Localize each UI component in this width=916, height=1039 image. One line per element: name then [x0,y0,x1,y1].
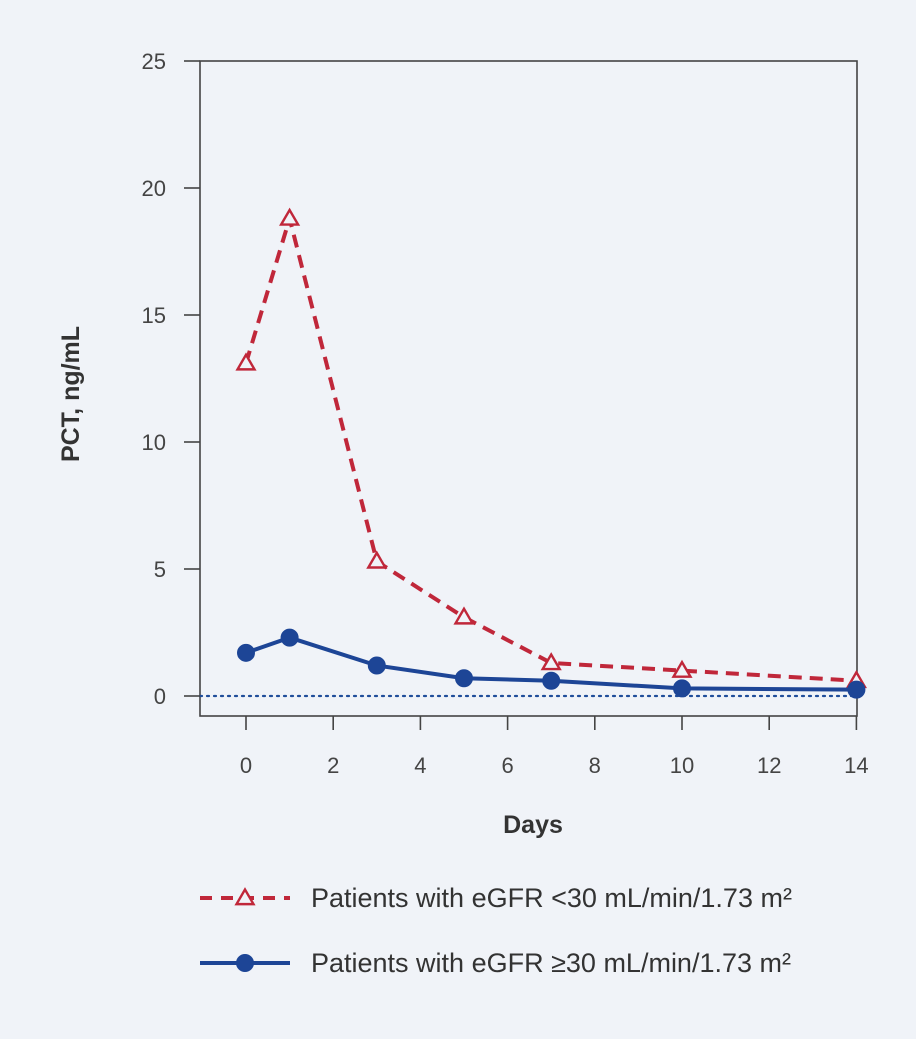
data-point-triangle [366,550,388,569]
data-point-triangle [235,352,257,371]
data-point-circle [237,643,255,662]
y-axis-title: PCT, ng/mL [57,326,85,462]
x-tick-label: 4 [414,753,426,778]
y-tick-label: 15 [142,303,166,328]
series-2 [237,628,866,699]
x-tick-label: 6 [501,753,513,778]
data-point-circle [367,656,386,675]
data-point-circle [673,679,691,698]
data-point-triangle [671,659,693,678]
plot-area [198,60,859,717]
legend: Patients with eGFR <30 mL/min/1.73 m² Pat… [200,883,792,978]
y-tick-label: 25 [142,49,166,74]
x-tick-label: 12 [757,753,781,778]
data-point-triangle [540,652,562,671]
series-layer [235,207,867,699]
x-tick-label: 8 [589,753,601,778]
plot-frame [199,60,858,717]
data-point-circle [542,671,561,690]
data-point-circle [280,628,299,647]
series-1 [235,207,867,689]
x-tick-label: 0 [240,753,252,778]
legend-item-1: Patients with eGFR <30 mL/min/1.73 m² [200,883,792,913]
data-point-circle [847,680,866,699]
legend-label: Patients with eGFR ≥30 mL/min/1.73 m² [311,948,791,978]
data-point-circle [455,669,473,688]
x-tick-label: 10 [670,753,694,778]
y-tick-label: 0 [154,684,166,709]
y-tick-label: 20 [142,176,166,201]
data-point-triangle [453,606,475,625]
data-point-triangle [279,207,301,226]
x-tick-label: 14 [844,753,868,778]
y-tick-label: 5 [154,557,166,582]
legend-triangle-marker [234,887,256,906]
axes: 0 5 10 15 20 25 0 2 4 6 8 10 12 14 [142,49,869,778]
legend-circle-marker [236,954,254,972]
x-axis-title: Days [503,811,563,839]
legend-label: Patients with eGFR <30 mL/min/1.73 m² [311,883,792,913]
legend-item-2: Patients with eGFR ≥30 mL/min/1.73 m² [200,948,791,978]
x-tick-label: 2 [327,753,339,778]
y-tick-label: 10 [142,430,166,455]
